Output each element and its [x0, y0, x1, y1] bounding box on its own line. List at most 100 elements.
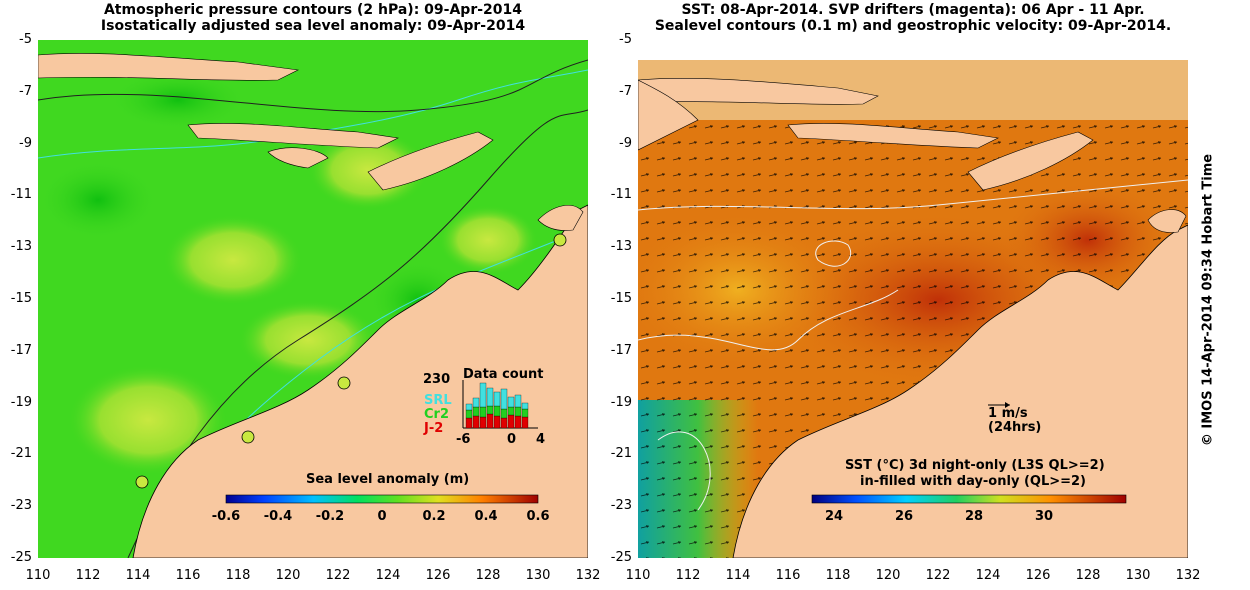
x-tick-label: 132 [1175, 568, 1201, 583]
y-tick-label: -21 [610, 446, 632, 462]
histogram-bar [514, 406, 522, 417]
histogram-bar [465, 409, 473, 419]
x-tick-label: 120 [875, 568, 901, 583]
data-count-ymax: 230 [423, 372, 451, 387]
x-tick-label: 130 [1125, 568, 1151, 583]
y-tick-label: -9 [19, 135, 32, 151]
histogram-bar [507, 406, 515, 416]
x-tick-label: 116 [775, 568, 801, 583]
colorbar-tick-label: 0.4 [474, 509, 498, 524]
colorbar-tick-label: 0.6 [526, 509, 550, 524]
x-tick-label: 116 [175, 568, 201, 583]
y-tick-label: -11 [10, 187, 32, 203]
y-tick-label: -5 [19, 32, 32, 47]
histogram-bar [472, 415, 480, 429]
histogram-bar [493, 391, 501, 407]
colorbar-tick-label: 28 [964, 509, 984, 524]
x-tick-label: 122 [925, 568, 951, 583]
colorbar-tick-label: 26 [894, 509, 914, 524]
x-tick-label: 112 [75, 568, 101, 583]
x-tick-label: 128 [475, 568, 501, 583]
x-tick-label: 128 [1075, 568, 1101, 583]
histogram-bar [479, 382, 487, 408]
left-map-subtitle: Isostatically adjusted sea level anomaly… [100, 18, 526, 34]
y-tick-label: -7 [619, 83, 632, 99]
histogram-bar [472, 397, 480, 408]
timor-island [367, 131, 494, 191]
right-map-subtitle: Sealevel contours (0.1 m) and geostrophi… [654, 18, 1172, 34]
colorbar-tick-label: -0.2 [315, 509, 345, 524]
sea-level-anomaly-map [38, 40, 588, 558]
colorbar-tick-label: 30 [1034, 509, 1054, 524]
y-tick-label: -19 [10, 394, 32, 410]
y-tick-label: -17 [610, 342, 632, 358]
sst-colorbar-sublabel: in-filled with day-only (QL>=2) [860, 474, 1087, 489]
y-tick-label: -17 [10, 342, 32, 358]
y-tick-label: -13 [610, 239, 632, 255]
histogram-bar [465, 403, 473, 411]
histogram-bar [514, 394, 522, 408]
x-tick-label: 120 [275, 568, 301, 583]
x-tick-label: 114 [725, 568, 751, 583]
histogram-bar [493, 405, 501, 417]
velocity-scale-label: 1 m/s [988, 406, 1028, 421]
australia-landmass [732, 224, 1188, 558]
australia-landmass [132, 204, 588, 558]
right-map-title: SST: 08-Apr-2014. SVP drifters (magenta)… [681, 2, 1145, 18]
x-tick-label: 114 [125, 568, 151, 583]
sst-colorbar [811, 494, 1127, 504]
histogram-bar [500, 388, 508, 410]
left-map-title: Atmospheric pressure contours (2 hPa): 0… [103, 2, 523, 18]
x-tick-label: 126 [1025, 568, 1051, 583]
histogram-bar [465, 417, 473, 429]
legend-cr2: Cr2 [424, 407, 449, 422]
colorbar-tick-label: 0 [377, 509, 387, 524]
data-count-inset [462, 380, 538, 429]
legend-srl: SRL [424, 393, 452, 408]
sea-level-anomaly-plot [38, 40, 588, 558]
java-island [38, 53, 300, 81]
y-tick-label: -25 [10, 550, 32, 565]
sea-level-colorbar-label: Sea level anomaly (m) [306, 472, 470, 487]
x-tick-label: 110 [625, 568, 651, 583]
velocity-scale-sublabel: (24hrs) [988, 420, 1042, 435]
x-tick-label: 132 [575, 568, 601, 583]
credit-text: © IMOS 14-Apr-2014 09:34 Hobart Time [1200, 153, 1216, 447]
x-tick-label: 124 [975, 568, 1001, 583]
sst-colorbar-label: SST (°C) 3d night-only (L3S QL>=2) [845, 458, 1105, 473]
y-tick-label: -9 [619, 135, 632, 151]
y-tick-label: -11 [610, 187, 632, 203]
inset-xtick: 0 [507, 432, 517, 447]
y-tick-label: -15 [610, 291, 632, 306]
sst-map [638, 40, 1188, 558]
histogram-bar [472, 406, 480, 417]
histogram-bar [507, 414, 515, 429]
sst-plot [638, 40, 1188, 558]
histogram-bar [493, 415, 501, 429]
histogram-bar [500, 417, 508, 429]
histogram-bar [486, 387, 494, 407]
colorbar-tick-label: 0.2 [422, 509, 446, 524]
y-tick-label: -5 [619, 32, 632, 47]
y-tick-label: -23 [610, 498, 632, 514]
x-tick-label: 118 [825, 568, 851, 583]
histogram-bar [479, 416, 487, 429]
x-tick-label: 112 [675, 568, 701, 583]
histogram-bar [486, 405, 494, 415]
histogram-bar [521, 402, 529, 410]
x-tick-label: 122 [325, 568, 351, 583]
colorbar-tick-label: -0.6 [211, 509, 241, 524]
x-tick-label: 118 [225, 568, 251, 583]
histogram-bar [486, 413, 494, 429]
y-tick-label: -23 [10, 498, 32, 514]
nusa-tenggara-islands [187, 123, 399, 149]
inset-xtick: -6 [456, 432, 471, 447]
y-tick-label: -21 [10, 446, 32, 462]
histogram-bar [479, 406, 487, 418]
y-tick-label: -19 [610, 394, 632, 410]
y-tick-label: -7 [19, 83, 32, 99]
histogram-bar [500, 408, 508, 419]
histogram-bar [507, 396, 515, 408]
x-tick-label: 126 [425, 568, 451, 583]
inset-xtick: 4 [536, 432, 546, 447]
